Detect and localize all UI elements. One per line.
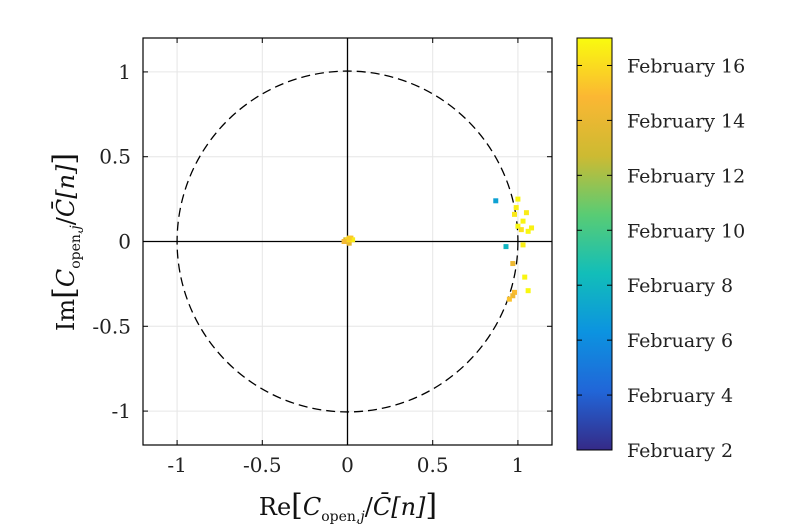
colorbar-tick-label: February 12 (627, 165, 745, 187)
y-tick-label: 1 (118, 60, 131, 84)
colorbar-tick-label: February 16 (627, 55, 745, 77)
data-point (523, 210, 529, 216)
x-tick-label: -1 (167, 453, 186, 477)
data-point (350, 237, 356, 243)
data-point (522, 274, 528, 280)
data-point (341, 239, 347, 244)
colorbar-tick-label: February 14 (627, 110, 745, 132)
x-label-n: [n] (391, 493, 426, 521)
data-point (493, 198, 499, 204)
x-label-prefix: Re (259, 493, 291, 521)
data-point (515, 196, 521, 202)
data-point (510, 293, 516, 299)
x-label-slash: / (365, 493, 374, 521)
x-tick-label: 1 (512, 453, 525, 477)
x-label-c: C (303, 493, 321, 521)
data-point (510, 261, 516, 267)
data-point (515, 223, 521, 229)
y-tick-label: -1 (112, 399, 131, 423)
data-point (529, 225, 535, 231)
x-tick-label: -0.5 (243, 453, 282, 477)
y-label-slash: / (52, 216, 80, 225)
y-label-prefix: Im (52, 299, 80, 331)
x-axis-ticks: -1 -0.5 0 0.5 1 (167, 38, 524, 477)
y-label-n: [n] (52, 164, 80, 199)
y-label-c: C (52, 269, 80, 287)
unit-circle (176, 70, 519, 413)
y-tick-label: -0.5 (92, 314, 131, 338)
data-point (512, 211, 518, 217)
y-label-cbar: C̄ (52, 199, 80, 217)
x-label-j: j (357, 509, 365, 525)
y-tick-label: 0 (118, 230, 131, 254)
data-point (503, 244, 509, 250)
data-points (341, 196, 535, 302)
data-point (506, 296, 512, 302)
data-point (525, 228, 531, 234)
x-tick-label: 0 (341, 453, 354, 477)
colorbar-ticks: February 2 February 4 February 6 February 8… (577, 55, 745, 462)
y-label-sub: open, (68, 230, 84, 269)
data-point (518, 227, 524, 233)
x-tick-label: 0.5 (417, 453, 449, 477)
data-point (512, 289, 518, 295)
colorbar-tick-label: February 6 (627, 330, 733, 352)
y-axis-ticks: -1 -0.5 0 0.5 1 (92, 60, 552, 423)
colorbar-tick-label: February 10 (627, 220, 745, 242)
data-point (346, 240, 352, 246)
y-label-j: j (68, 225, 84, 233)
data-point (513, 205, 519, 211)
x-axis-label: Re[Copen,j/C̄[n]] (259, 488, 437, 525)
data-point (346, 235, 352, 241)
colorbar-tick-label: February 2 (627, 440, 733, 462)
y-axis-label: Im[Copen,j/C̄[n]] (47, 153, 84, 331)
colorbar-tick-label: February 8 (627, 275, 733, 297)
data-point (520, 218, 526, 224)
data-point (525, 288, 531, 294)
x-label-cbar: C̄ (373, 493, 391, 521)
colorbar-tick-label: February 4 (627, 385, 733, 407)
y-tick-label: 0.5 (99, 145, 131, 169)
x-label-sub: open, (321, 509, 360, 525)
colorbar (576, 37, 613, 451)
data-point (520, 242, 526, 248)
